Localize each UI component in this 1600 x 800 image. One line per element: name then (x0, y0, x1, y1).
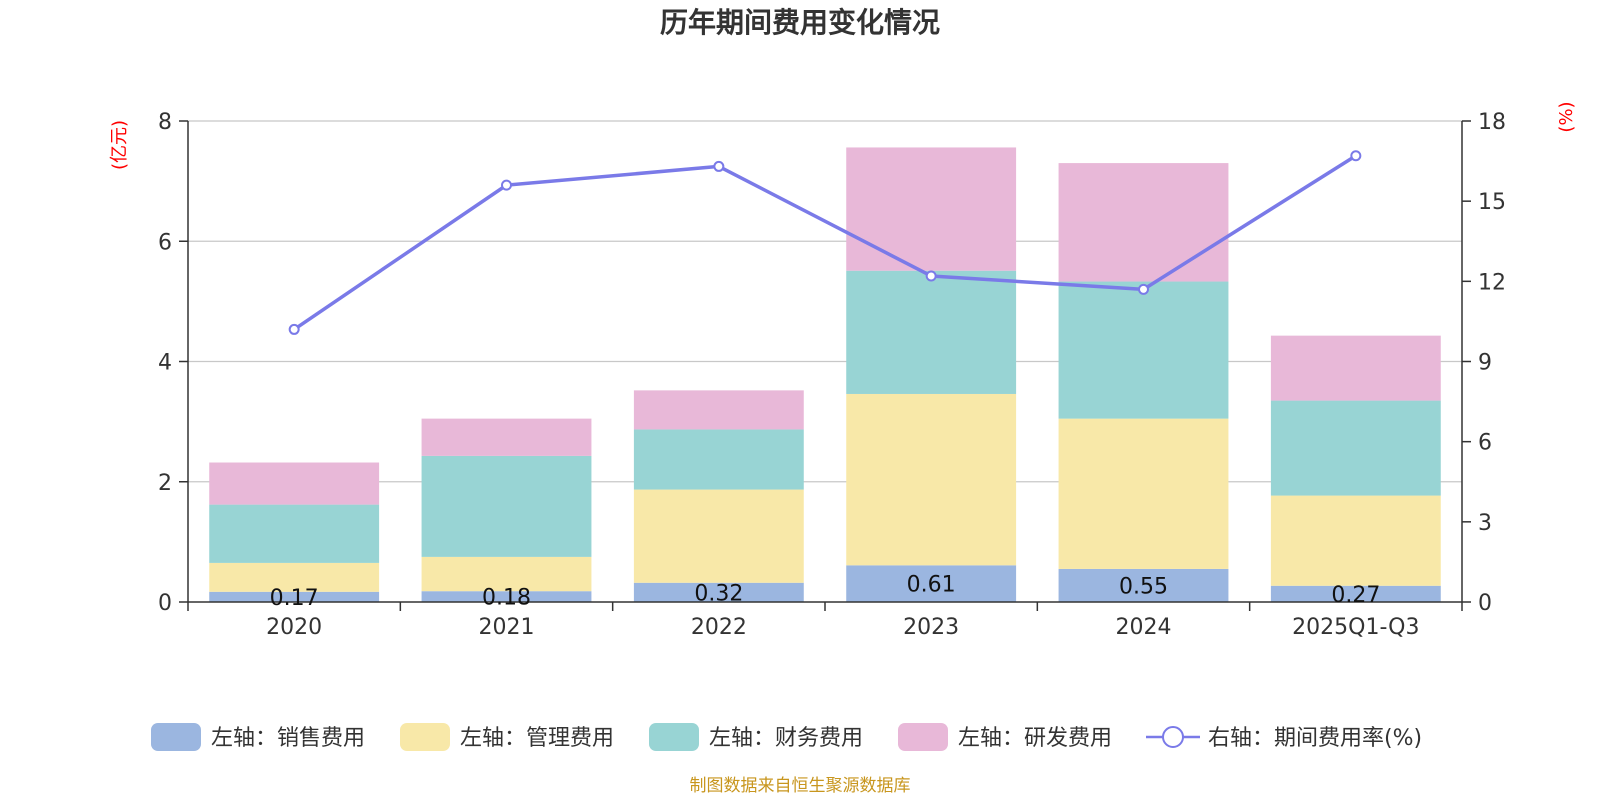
right-axis: 0 3 6 9 12 15 18 (1461, 110, 1506, 616)
right-tick-label: 9 (1478, 351, 1492, 376)
bar-segment-2020-1[interactable] (209, 591, 380, 602)
right-axis-unit: (%) (1556, 101, 1577, 132)
bar-segment-2025Q1-Q3-2[interactable] (1270, 495, 1441, 586)
data-label: 0.55 (1119, 574, 1168, 599)
bar-segment-2025Q1-Q3-1[interactable] (1270, 585, 1441, 602)
left-tick-label: 6 (158, 230, 172, 255)
x-tick-label: 2022 (691, 615, 747, 640)
right-tick-label: 18 (1478, 110, 1506, 135)
rate-point-2022[interactable] (713, 160, 725, 172)
bar-segment-2024-3[interactable] (1058, 281, 1229, 419)
x-tick-label: 2023 (903, 615, 959, 640)
x-axis: 2020 2021 2022 2023 2024 2025Q1-Q3 (187, 601, 1463, 640)
right-tick-label: 12 (1478, 270, 1506, 295)
legend-item-2[interactable]: 左轴：管理费用 (400, 723, 614, 751)
legend-label: 左轴：管理费用 (460, 726, 614, 751)
bar-segment-2023-3[interactable] (846, 270, 1017, 394)
bar-segment-2020-2[interactable] (209, 562, 380, 592)
data-label: 0.61 (907, 573, 956, 598)
left-tick-label: 4 (158, 351, 172, 376)
bar-segment-2021-4[interactable] (421, 418, 592, 456)
bar-segment-2024-2[interactable] (1058, 418, 1229, 569)
legend-label: 左轴：销售费用 (211, 726, 365, 751)
legend-swatch (649, 723, 699, 751)
data-label: 0.27 (1331, 583, 1380, 608)
bar-segment-2025Q1-Q3-3[interactable] (1270, 400, 1441, 496)
legend-label: 左轴：研发费用 (958, 726, 1112, 751)
x-tick-label: 2021 (479, 615, 535, 640)
x-tick-label: 2025Q1-Q3 (1292, 615, 1419, 640)
right-tick-label: 6 (1478, 431, 1492, 456)
rate-point-2021[interactable] (501, 179, 512, 191)
bar-segment-2024-1[interactable] (1058, 568, 1229, 602)
legend-item-5[interactable]: 右轴：期间费用率(%) (1146, 726, 1422, 751)
legend-label: 右轴：期间费用率(%) (1208, 726, 1422, 751)
data-labels: 0.17 0.18 0.32 0.61 0.55 0.27 (270, 573, 1381, 611)
legend-circle-icon (1162, 726, 1184, 748)
stacked-bars (209, 147, 1441, 602)
left-tick-label: 0 (158, 591, 172, 616)
legend-swatch (151, 723, 201, 751)
legend-swatch (400, 723, 450, 751)
legend[interactable]: 左轴：销售费用 左轴：管理费用 左轴：财务费用 左轴：研发费用 右轴：期间费用率(%) (151, 723, 1422, 751)
rate-line (293, 154, 1357, 331)
bar-segment-2021-2[interactable] (421, 556, 592, 592)
rate-line-series (288, 150, 1362, 335)
left-tick-label: 2 (158, 471, 172, 496)
bar-segment-2022-4[interactable] (633, 390, 804, 430)
rate-point-2024[interactable] (1138, 283, 1149, 295)
rate-point-2020[interactable] (288, 323, 300, 335)
bar-segment-2022-2[interactable] (633, 489, 804, 583)
data-label: 0.17 (270, 586, 319, 611)
data-label: 0.32 (694, 581, 743, 606)
rate-point-2025Q1-Q3[interactable] (1350, 150, 1362, 162)
legend-swatch (898, 723, 948, 751)
right-tick-label: 15 (1478, 190, 1506, 215)
bar-segment-2020-3[interactable] (209, 504, 380, 563)
bar-segment-2022-1[interactable] (633, 582, 804, 602)
x-tick-label: 2020 (266, 615, 322, 640)
bar-segment-2025Q1-Q3-4[interactable] (1270, 335, 1441, 401)
bar-segment-2023-2[interactable] (846, 393, 1017, 566)
left-axis-unit: (亿元) (109, 120, 130, 170)
rate-point-2023[interactable] (925, 270, 937, 282)
right-tick-label: 0 (1478, 591, 1492, 616)
bar-segment-2022-3[interactable] (633, 429, 804, 490)
bar-segment-2024-4[interactable] (1058, 163, 1229, 282)
bar-segment-2021-1[interactable] (421, 591, 592, 602)
left-axis: 0 2 4 6 8 (158, 110, 189, 616)
bar-segment-2023-1[interactable] (846, 565, 1017, 602)
legend-item-4[interactable]: 左轴：研发费用 (898, 723, 1112, 751)
legend-label: 左轴：财务费用 (709, 726, 863, 751)
bar-segment-2023-4[interactable] (846, 147, 1017, 271)
right-tick-label: 3 (1478, 511, 1492, 536)
bar-segment-2020-4[interactable] (209, 462, 380, 505)
gridlines (188, 120, 1462, 483)
chart-title: 历年期间费用变化情况 (660, 6, 940, 39)
left-tick-label: 8 (158, 110, 172, 135)
source-note: 制图数据来自恒生聚源数据库 (690, 776, 911, 796)
data-label: 0.18 (482, 586, 531, 611)
legend-item-3[interactable]: 左轴：财务费用 (649, 723, 863, 751)
x-tick-label: 2024 (1116, 615, 1172, 640)
bar-segment-2021-3[interactable] (421, 455, 592, 557)
legend-item-1[interactable]: 左轴：销售费用 (151, 723, 365, 751)
